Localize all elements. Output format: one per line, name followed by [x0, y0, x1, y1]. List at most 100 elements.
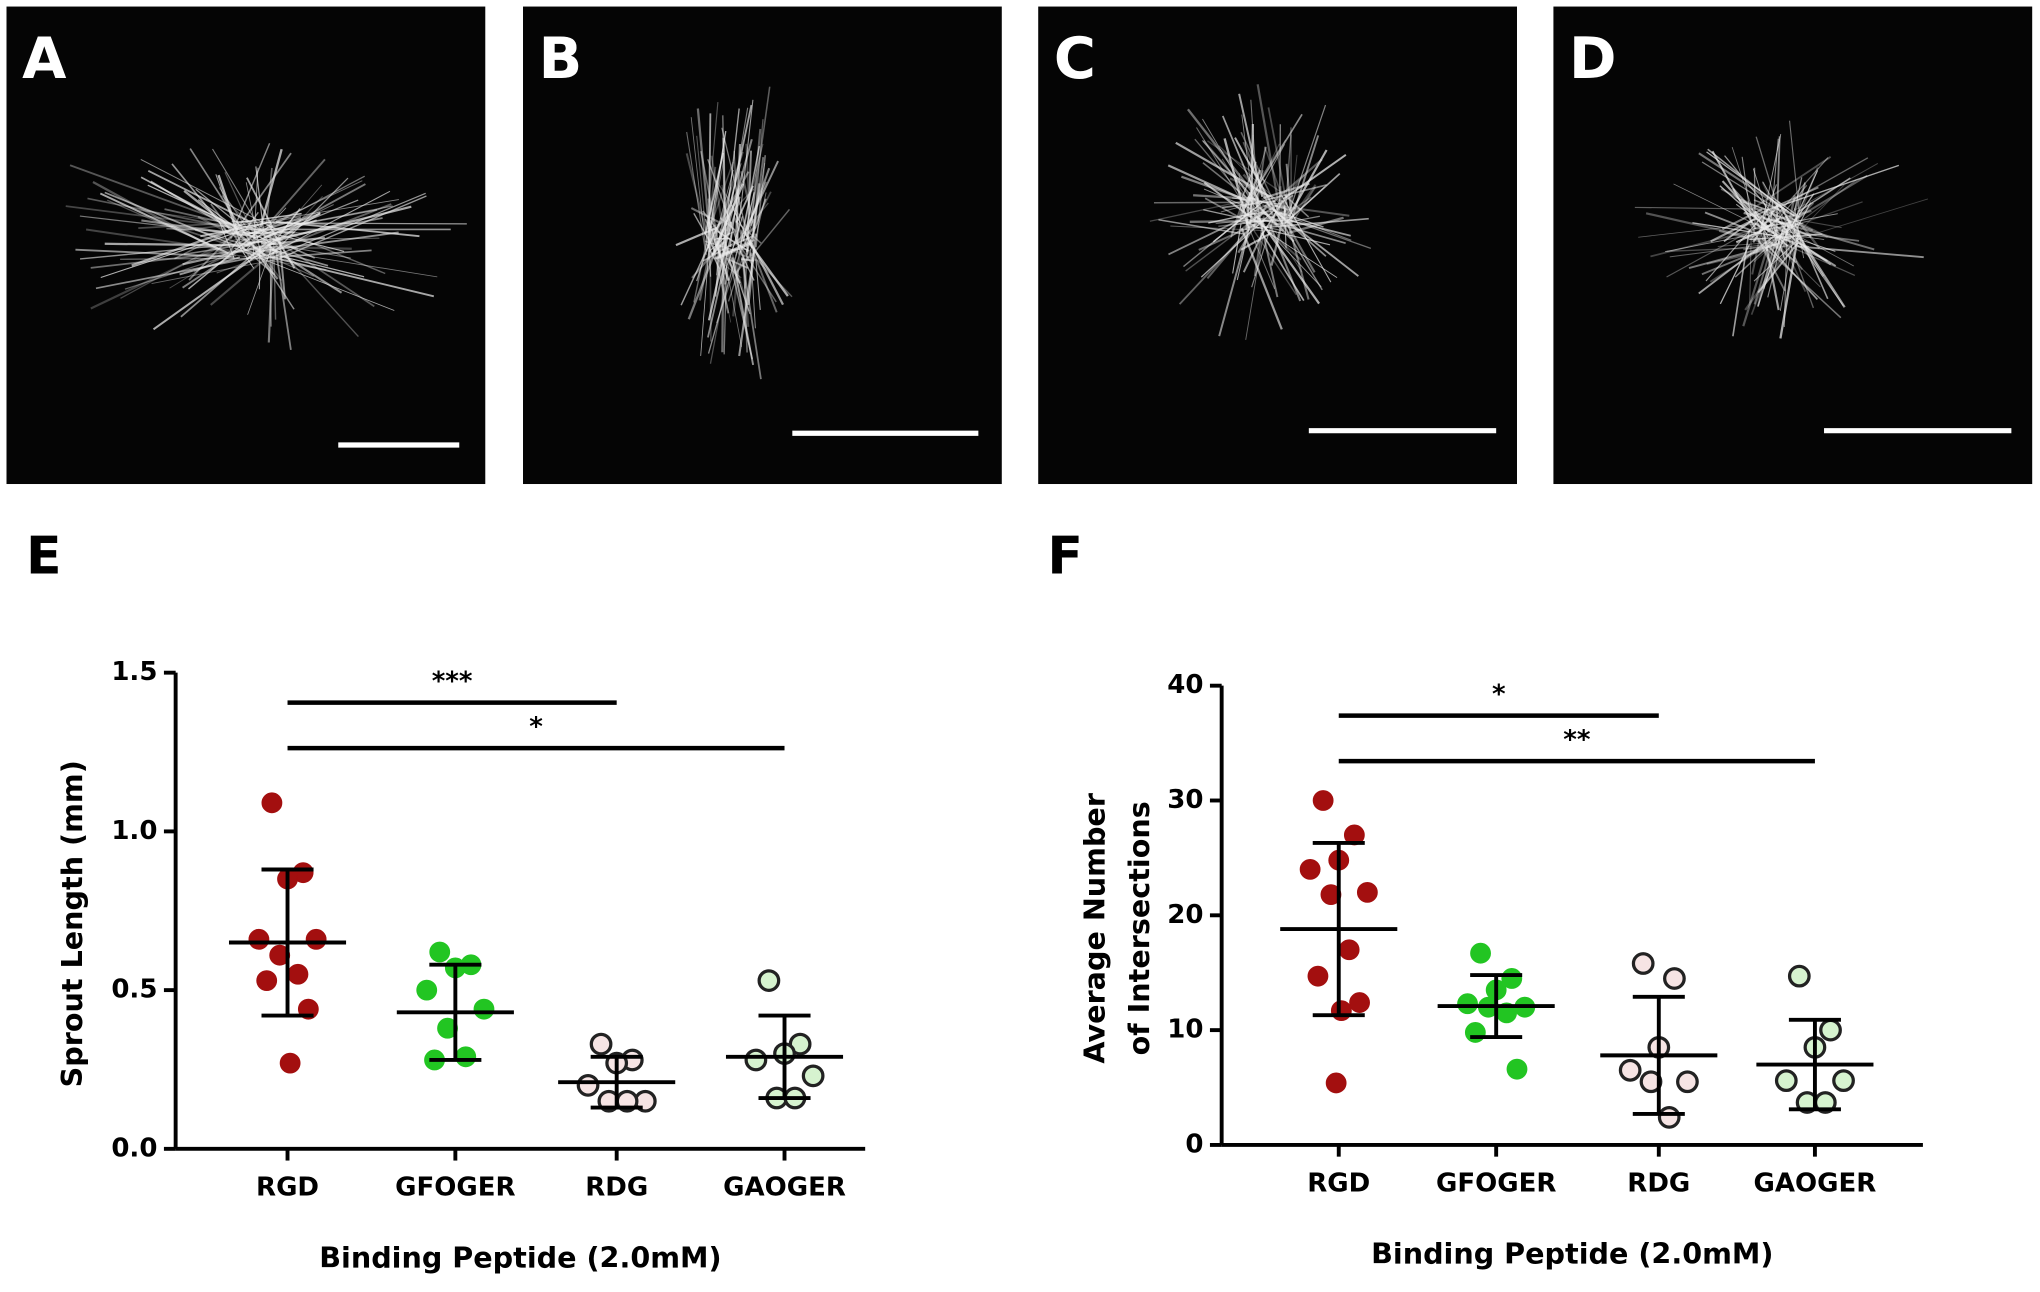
cell-sprout — [1264, 146, 1289, 216]
x-tick-label: RGD — [1307, 1168, 1370, 1198]
cell-sprout — [1168, 218, 1241, 256]
data-point — [757, 969, 781, 992]
cell-sprout — [730, 216, 744, 255]
data-point — [801, 1064, 825, 1088]
cell-sprout — [705, 166, 717, 252]
cell-sprout — [1784, 201, 1863, 230]
cell-sprout — [1247, 196, 1291, 212]
cell-sprout — [1757, 240, 1842, 319]
cell-sprout — [65, 205, 251, 231]
cell-sprout — [252, 167, 259, 256]
cell-sprout — [218, 220, 235, 259]
cell-sprout — [231, 142, 271, 234]
cell-sprout — [1669, 244, 1764, 258]
cell-sprout — [1277, 215, 1323, 291]
cell-sprout — [1183, 210, 1252, 268]
cell-sprout — [1276, 210, 1324, 228]
data-point — [1787, 964, 1811, 988]
cell-sprout — [1245, 139, 1287, 202]
cell-sprout — [259, 148, 283, 228]
cell-sprout — [1797, 241, 1837, 267]
cell-sprout — [743, 218, 754, 248]
cell-sprout — [1254, 218, 1302, 261]
y-tick-label: 0.5 — [111, 975, 157, 1005]
cell-sprout — [1271, 207, 1359, 277]
data-point — [1299, 858, 1321, 880]
cell-sprout — [268, 245, 343, 294]
cell-sprout — [737, 245, 755, 281]
cell-sprout — [1718, 229, 1780, 248]
panel-label: E — [26, 526, 62, 586]
cell-sprout — [707, 248, 739, 354]
cell-sprout — [1268, 184, 1327, 201]
cell-sprout — [716, 245, 744, 324]
cell-sprout — [690, 207, 721, 224]
cell-sprout — [707, 159, 740, 247]
data-point — [305, 928, 327, 950]
y-tick-label: 40 — [1167, 670, 1203, 700]
cell-sprout — [1221, 115, 1261, 205]
cell-sprout — [739, 244, 777, 303]
cell-sprout — [1784, 214, 1846, 308]
cell-sprout — [124, 253, 234, 290]
cell-sprout — [267, 247, 275, 343]
panel-label: B — [539, 26, 583, 92]
cell-sprout — [1149, 201, 1241, 222]
cell-sprout — [1784, 182, 1807, 237]
cell-sprout — [1698, 234, 1777, 295]
cell-sprout — [218, 187, 251, 234]
cell-sprout — [741, 181, 767, 242]
cell-sprout — [712, 169, 734, 245]
cell-sprout — [179, 223, 235, 232]
cell-sprout — [1797, 167, 1819, 220]
cell-sprout — [709, 130, 727, 230]
cell-sprout — [1748, 220, 1786, 292]
cell-sprout — [1749, 233, 1823, 241]
cell-sprout — [100, 221, 270, 279]
cell-sprout — [1229, 177, 1288, 205]
cell-sprout — [188, 235, 233, 281]
cell-sprout — [1796, 202, 1812, 230]
data-point — [589, 1032, 613, 1056]
cell-sprout — [1773, 226, 1786, 260]
cell-sprout — [1688, 243, 1779, 269]
significance-label: * — [1492, 679, 1506, 709]
cell-sprout — [1775, 136, 1781, 247]
y-axis-label: Average Number — [1078, 792, 1112, 1063]
cell-sprout — [90, 245, 279, 269]
cell-sprout — [735, 220, 762, 244]
data-point — [473, 998, 495, 1020]
cell-sprout — [141, 219, 259, 239]
cell-sprout — [1218, 145, 1292, 215]
data-point — [269, 944, 291, 966]
cell-sprout — [248, 222, 299, 251]
cell-sprout — [1744, 235, 1799, 311]
data-point — [1506, 1058, 1528, 1080]
y-tick-label: 20 — [1167, 900, 1203, 930]
cell-sprout — [247, 248, 272, 315]
cell-sprout — [1245, 212, 1290, 216]
cell-sprout — [1753, 242, 1774, 305]
cell-sprout — [735, 143, 764, 257]
cell-sprout — [755, 155, 767, 248]
cell-sprout — [235, 240, 255, 269]
panel-label: A — [22, 26, 67, 92]
cell-sprout — [691, 252, 714, 279]
cell-sprout — [262, 203, 392, 255]
cell-sprout — [707, 113, 712, 249]
x-axis-label: Binding Peptide (2.0mM) — [1371, 1237, 1773, 1271]
cell-sprout — [1241, 203, 1268, 219]
data-point — [416, 979, 438, 1001]
data-point — [279, 1052, 301, 1074]
panel-label: C — [1054, 26, 1096, 92]
cell-sprout — [1742, 238, 1772, 327]
significance-label: *** — [432, 666, 473, 696]
cell-sprout — [1250, 99, 1259, 210]
cell-sprout — [1673, 183, 1768, 231]
cell-sprout — [1762, 213, 1842, 229]
cell-sprout — [138, 209, 254, 227]
cell-sprout — [714, 188, 755, 231]
cell-sprout — [1279, 124, 1281, 210]
cell-sprout — [1239, 206, 1276, 290]
